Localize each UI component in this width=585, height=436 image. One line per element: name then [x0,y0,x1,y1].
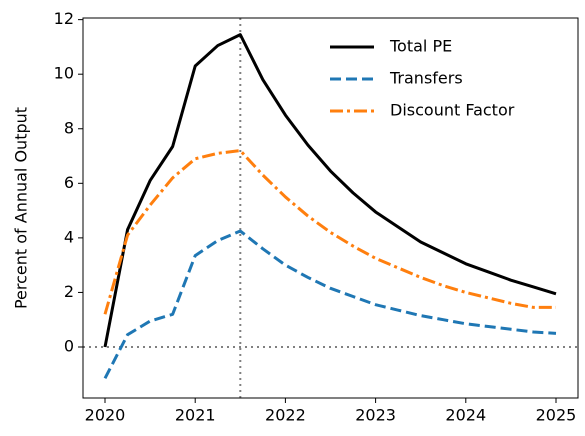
legend-label: Transfers [389,69,463,88]
x-tick-label: 2022 [265,406,306,425]
line-series [103,229,557,380]
x-tick-label: 2020 [85,406,126,425]
plot-frame [82,17,579,399]
x-tick-label: 2024 [445,406,486,425]
y-tick-label: 12 [54,9,74,28]
x-tick-label: 2021 [175,406,216,425]
line-series [103,33,557,348]
y-tick-label: 10 [54,64,74,83]
legend-label: Total PE [389,37,452,56]
legend-label: Discount Factor [390,101,515,120]
x-tick-label: 2025 [536,406,577,425]
y-tick-label: 2 [64,282,74,301]
line-series [103,149,556,315]
y-tick-label: 8 [64,118,74,137]
y-tick-label: 0 [64,336,74,355]
x-tick-label: 2023 [355,406,396,425]
y-axis-label: Percent of Annual Output [12,107,31,309]
y-tick-label: 4 [64,227,74,246]
y-tick-label: 6 [64,173,74,192]
